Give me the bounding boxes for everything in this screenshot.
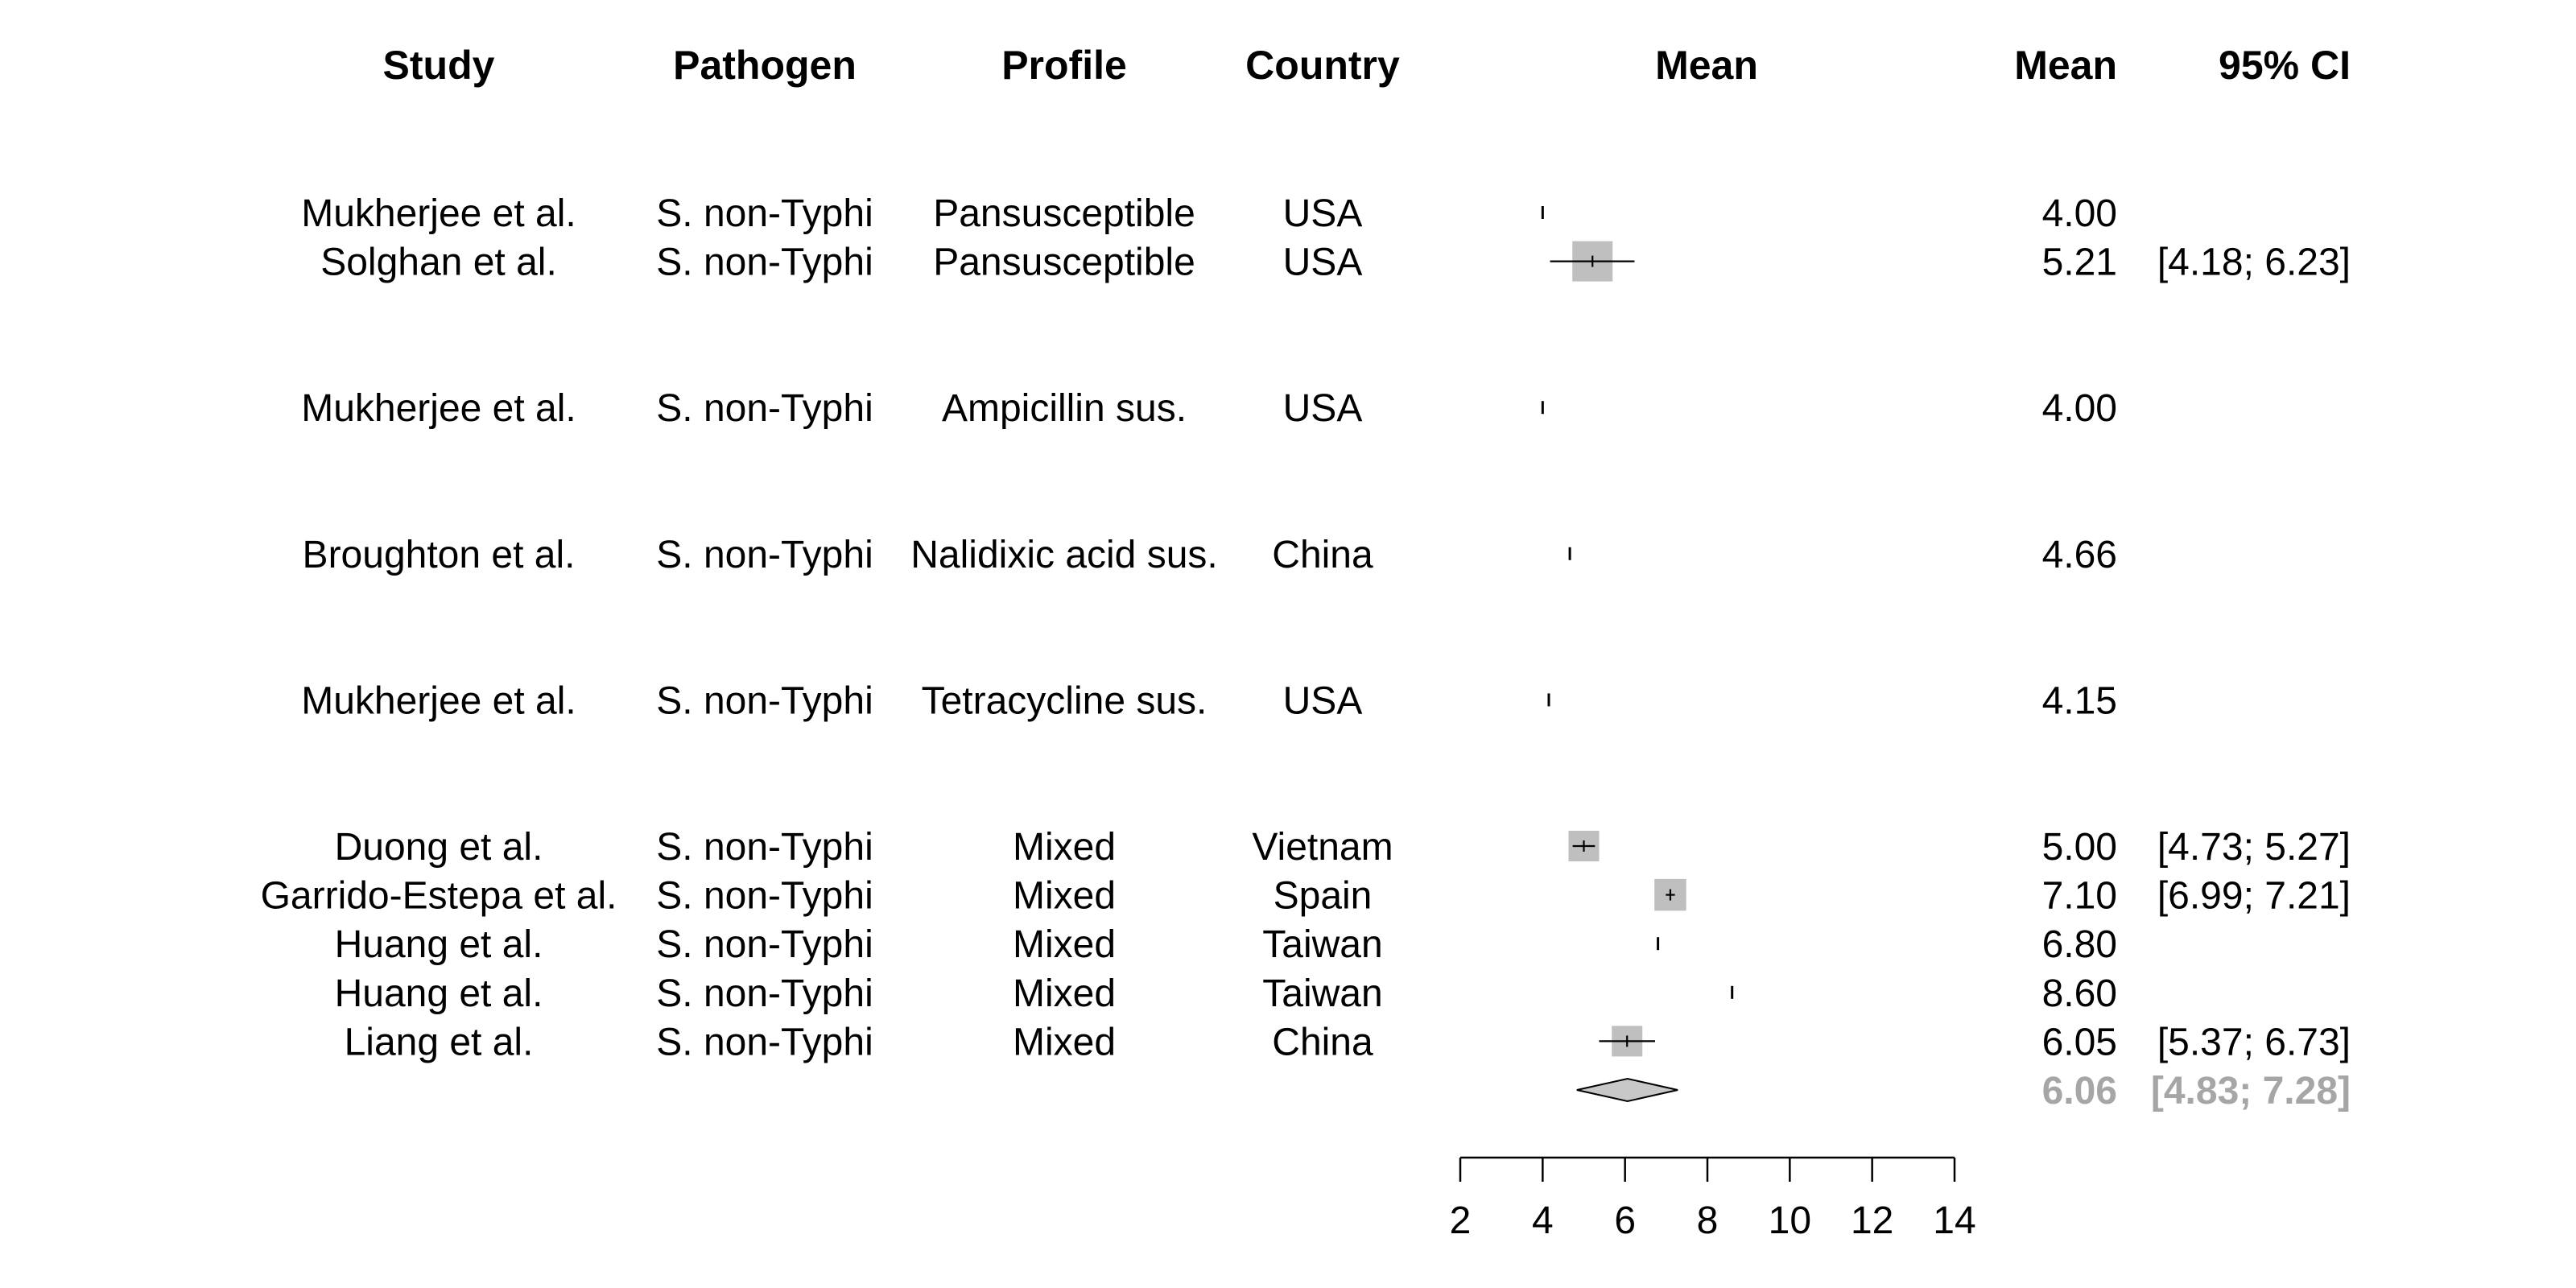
tick-label: 8 xyxy=(1697,1199,1719,1242)
study-name: Huang et al. xyxy=(335,923,543,966)
table-row: Mukherjee et al. S. non-Typhi Tetracycline… xyxy=(301,679,2117,722)
table-row: Huang et al. S. non-Typhi Mixed Taiwan 8.60 xyxy=(335,972,2117,1015)
x-axis: 2 4 6 8 10 12 14 xyxy=(1450,1156,1976,1242)
ci-value: [6.99; 7.21] xyxy=(2157,875,2351,918)
header-country: Country xyxy=(1245,43,1400,88)
pathogen-label: S. non-Typhi xyxy=(656,534,873,576)
profile-label: Mixed xyxy=(1013,923,1116,966)
table-row: Mukherjee et al. S. non-Typhi Ampicillin s… xyxy=(301,387,2117,430)
mean-value: 6.05 xyxy=(2042,1021,2117,1063)
study-name: Liang et al. xyxy=(345,1021,534,1063)
table-row: Duong et al. S. non-Typhi Mixed Vietnam 5.00… xyxy=(335,826,2351,869)
mean-value: 5.21 xyxy=(2042,242,2117,284)
table-row: Broughton et al. S. non-Typhi Nalidixic ac… xyxy=(303,534,2117,576)
tick-label: 10 xyxy=(1769,1199,1811,1242)
pathogen-label: S. non-Typhi xyxy=(656,242,873,284)
tick-label: 14 xyxy=(1933,1199,1975,1242)
mean-value: 4.00 xyxy=(2042,387,2117,430)
profile-label: Mixed xyxy=(1013,972,1116,1015)
table-row: Solghan et al. S. non-Typhi Pansusceptible… xyxy=(320,241,2351,284)
pathogen-label: S. non-Typhi xyxy=(656,1021,873,1063)
study-name: Mukherjee et al. xyxy=(301,679,576,722)
pathogen-label: S. non-Typhi xyxy=(656,923,873,966)
mean-value: 4.15 xyxy=(2042,679,2117,722)
country-label: Spain xyxy=(1274,875,1373,918)
study-name: Garrido-Estepa et al. xyxy=(261,875,617,918)
profile-label: Pansusceptible xyxy=(933,192,1195,235)
pathogen-label: S. non-Typhi xyxy=(656,875,873,918)
study-name: Huang et al. xyxy=(335,972,543,1015)
summary-ci-value: [4.83; 7.28] xyxy=(2151,1070,2351,1113)
mean-value: 4.00 xyxy=(2042,192,2117,235)
study-name: Duong et al. xyxy=(335,826,543,869)
pathogen-label: S. non-Typhi xyxy=(656,192,873,235)
tick-label: 4 xyxy=(1532,1199,1554,1242)
ci-value: [4.18; 6.23] xyxy=(2157,242,2351,284)
table-row: Huang et al. S. non-Typhi Mixed Taiwan 6.80 xyxy=(335,923,2117,966)
study-name: Mukherjee et al. xyxy=(301,192,576,235)
tick-label: 6 xyxy=(1614,1199,1636,1242)
header-study: Study xyxy=(383,43,495,88)
profile-label: Ampicillin sus. xyxy=(942,387,1187,430)
tick-label: 2 xyxy=(1450,1199,1472,1242)
header-pathogen: Pathogen xyxy=(673,43,857,88)
country-label: USA xyxy=(1283,242,1363,284)
mean-value: 5.00 xyxy=(2042,826,2117,869)
country-label: China xyxy=(1272,534,1373,576)
mean-value: 6.80 xyxy=(2042,923,2117,966)
header-ci: 95% CI xyxy=(2219,43,2351,88)
tick-label: 12 xyxy=(1851,1199,1893,1242)
pathogen-label: S. non-Typhi xyxy=(656,826,873,869)
header-profile: Profile xyxy=(1001,43,1127,88)
ci-value: [4.73; 5.27] xyxy=(2157,826,2351,869)
mean-value: 4.66 xyxy=(2042,534,2117,576)
table-row: Mukherjee et al. S. non-Typhi Pansusceptib… xyxy=(301,192,2117,235)
column-headers: Study Pathogen Profile Country Mean Mean… xyxy=(383,43,2351,88)
country-label: USA xyxy=(1283,679,1363,722)
ci-value: [5.37; 6.73] xyxy=(2157,1021,2351,1063)
study-name: Solghan et al. xyxy=(320,242,557,284)
mean-value: 7.10 xyxy=(2042,875,2117,918)
pathogen-label: S. non-Typhi xyxy=(656,387,873,430)
mean-value: 8.60 xyxy=(2042,972,2117,1015)
profile-label: Mixed xyxy=(1013,826,1116,869)
country-label: Vietnam xyxy=(1252,826,1393,869)
table-row: Liang et al. S. non-Typhi Mixed China 6.05 [5… xyxy=(345,1021,2351,1063)
table-row: Garrido-Estepa et al. S. non-Typhi Mixed Sp… xyxy=(261,875,2351,918)
summary-row: 6.06 [4.83; 7.28] xyxy=(1576,1070,2351,1113)
summary-mean-value: 6.06 xyxy=(2042,1070,2117,1113)
profile-label: Pansusceptible xyxy=(933,242,1195,284)
summary-diamond xyxy=(1576,1077,1678,1103)
profile-label: Tetracycline sus. xyxy=(922,679,1208,722)
profile-label: Mixed xyxy=(1013,1021,1116,1063)
header-plot-mean: Mean xyxy=(1655,43,1758,88)
study-name: Mukherjee et al. xyxy=(301,387,576,430)
study-name: Broughton et al. xyxy=(303,534,576,576)
pathogen-label: S. non-Typhi xyxy=(656,972,873,1015)
header-mean: Mean xyxy=(2014,43,2117,88)
country-label: USA xyxy=(1283,387,1363,430)
profile-label: Nalidixic acid sus. xyxy=(910,534,1217,576)
country-label: China xyxy=(1272,1021,1373,1063)
country-label: Taiwan xyxy=(1262,972,1382,1015)
study-rows: Mukherjee et al. S. non-Typhi Pansusceptib… xyxy=(261,192,2351,1113)
country-label: Taiwan xyxy=(1262,923,1382,966)
profile-label: Mixed xyxy=(1013,875,1116,918)
country-label: USA xyxy=(1283,192,1363,235)
pathogen-label: S. non-Typhi xyxy=(656,679,873,722)
